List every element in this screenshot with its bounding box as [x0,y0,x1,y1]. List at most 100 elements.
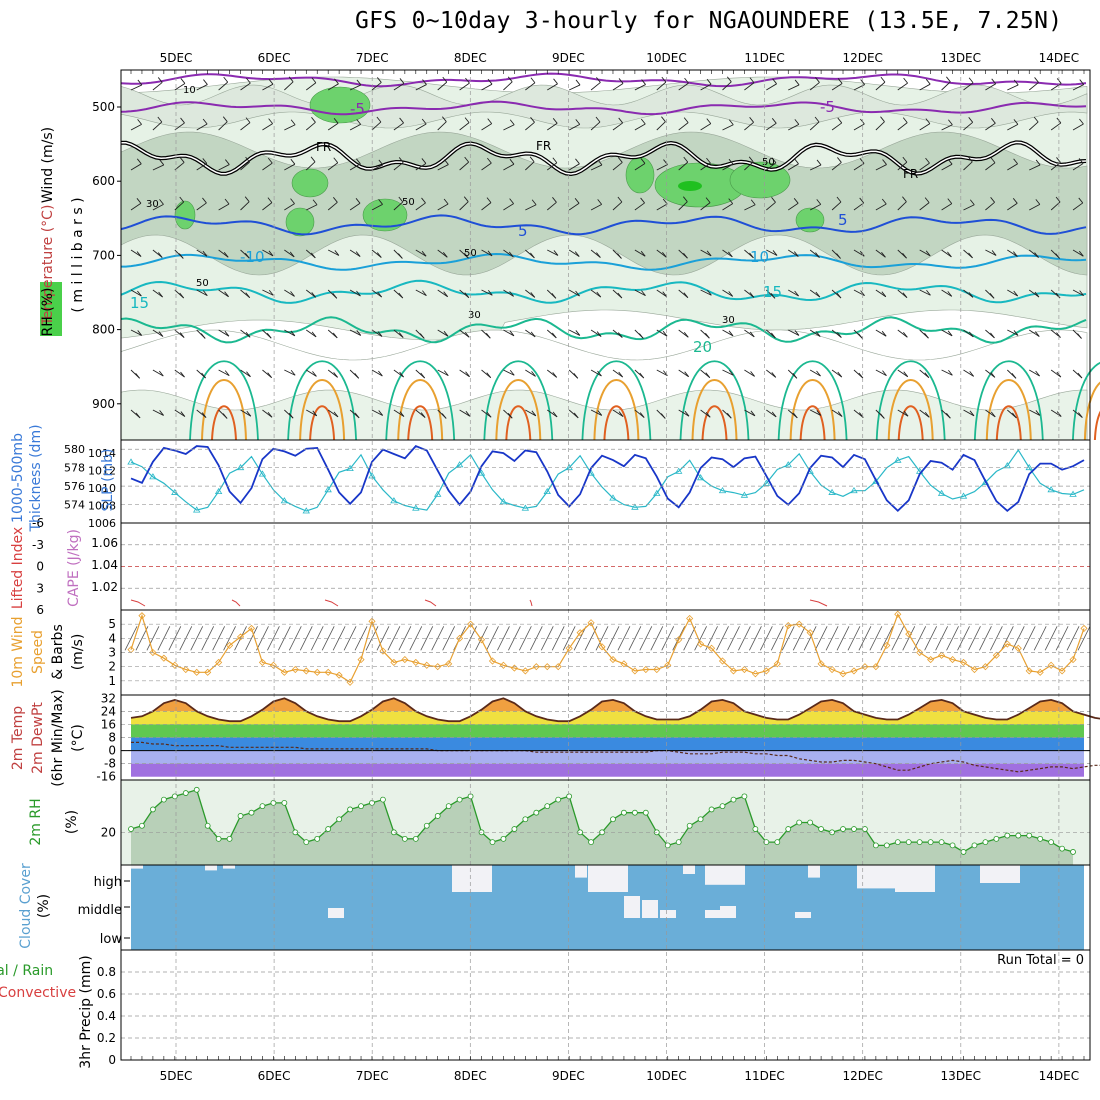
thickness-point [258,470,267,477]
wind-barb-flag [332,332,338,339]
wind-barb [678,122,689,131]
wind-barb-flag [749,292,755,298]
wind-barb-flag [858,372,864,379]
slp-tick-label: 1008 [88,500,116,513]
precip-panel-frame [120,949,1091,1061]
wind10m-point [302,667,310,675]
wind-barb-flag [794,158,799,165]
date-label-top: 10DEC [646,51,686,65]
thickness-point [937,489,946,496]
wind-barb-flag [508,251,514,258]
wind-barb-flag [794,290,799,297]
cloud-high-block [452,865,492,892]
thickness-point [850,486,858,494]
wind-barb [941,289,953,297]
wind-barb-flag [771,157,777,164]
wind-barb [1072,202,1084,211]
rh2m-point [456,796,463,803]
thickness-point [653,489,661,496]
wind-barb [437,289,448,298]
warm-plume-inner [799,405,826,441]
wind-barb-flag [464,252,469,259]
wind10m-barb [387,626,401,651]
temp-contour-minus10 [120,72,1087,88]
wind-barb [831,122,843,131]
wind10m-barb [946,626,959,651]
wind10m-tick-label: 4 [108,631,116,645]
wind-barb-flag [990,372,996,378]
wind-barb [744,369,755,377]
cloud-middle-block [642,900,658,918]
thickness-point [390,497,398,504]
rh2m-point [150,806,156,813]
wind10m-point [357,656,365,664]
wind-barb-flag [991,250,997,256]
wind-barb [722,249,733,258]
wind-barb [130,289,142,297]
wind10m-point [773,660,781,668]
date-label-bottom: 9DEC [552,1069,585,1083]
wind-barb-flag [641,79,646,85]
rh2m-point [336,816,343,823]
wind-barb-flag [267,411,273,418]
wind-barb-flag [816,199,822,205]
wind10m-barb [847,626,861,651]
rh-core [625,156,655,194]
wind-barb [174,369,185,378]
warm-plume-inner [211,405,237,441]
wind-barb [919,123,931,131]
wind10m-barb [792,626,806,651]
temp-contour-minus5 [120,100,1087,116]
temp-contour-label: 5 [838,211,848,229]
wind-barb [481,249,493,257]
wind-barb-flag [815,252,820,258]
wind-barb [634,249,646,257]
wind-barb-flag [836,196,842,203]
rh-contour-label: 10 [183,85,196,96]
wind-barb-flag [333,197,338,203]
thickness-tick-label: 580 [64,443,85,456]
wind-barb [262,202,273,211]
wind-barb-flag [202,197,207,204]
wind-barb [130,163,142,171]
wind-barb [963,161,973,171]
cross-section-frame [120,69,1091,441]
wind-barb [634,123,646,131]
thickness-point [499,498,508,505]
wind-barb-flag [792,373,798,379]
wind-barb [152,409,164,416]
wind-barb [262,289,274,296]
thickness-point [872,477,880,484]
wind-barb-flag [1035,199,1041,205]
rh-contour-label: 50 [402,197,415,208]
wind-barb [152,369,164,377]
wind-barb [306,369,317,377]
wind10m-point [401,656,409,664]
wind-barb-flag [333,157,339,164]
ylabel-precip-2: Convective [0,985,76,1001]
wind-barb-flag [1078,158,1084,164]
wind-barb-flag [882,370,887,376]
wind-barb-flag [948,119,953,126]
wind-barb-flag [1079,290,1084,296]
wind-barb [196,84,208,91]
wind-barb-flag [662,251,667,258]
wind-barb [393,369,404,378]
wind10m-point [258,658,267,666]
cloud-middle-block [328,908,344,918]
ylabel-temp2m-1: 2m Temp [10,706,26,770]
wind10m-barb [891,626,905,651]
wind-barb-flag [421,118,427,125]
wind-barb [262,83,274,91]
wind-barb [897,82,908,91]
wind-barb [1050,409,1062,417]
wind-barb-flag [705,197,711,203]
wind-barb-flag [464,331,470,338]
rh2m-point [1004,832,1011,839]
wind-barb-flag [378,199,383,205]
wind-barb-flag [244,196,250,202]
wind-barb [525,329,536,338]
wind10m-point [226,641,234,649]
wind-barb-flag [443,291,449,297]
rh-core [291,168,329,198]
